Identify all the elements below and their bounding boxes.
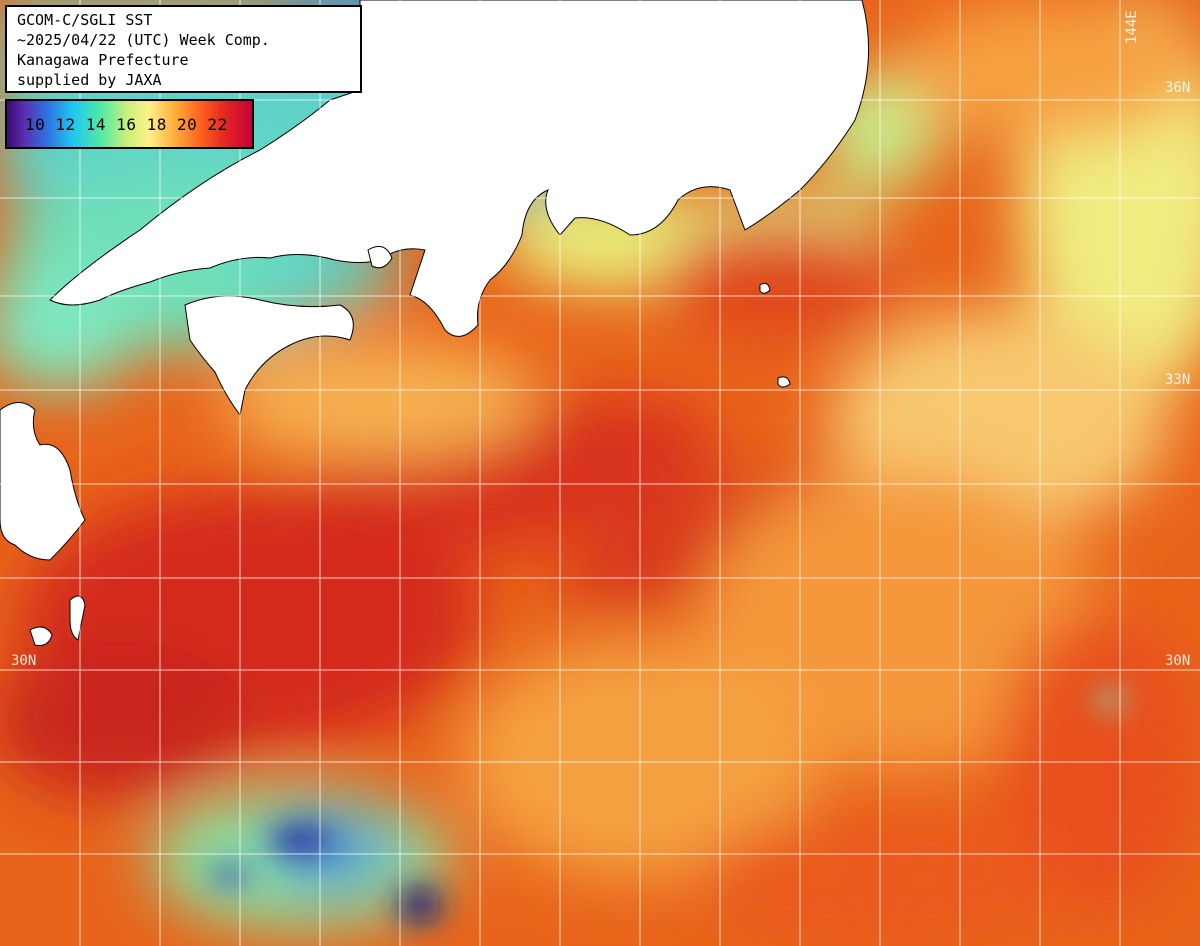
lon-label-144e: 144E (1124, 10, 1140, 44)
title-line-date: ~2025/04/22 (UTC) Week Comp. (17, 31, 270, 49)
title-line-credit: supplied by JAXA (17, 71, 162, 89)
honshu-land (49, 0, 870, 337)
lat-label-30n-left: 30N (11, 653, 37, 669)
miyake-island (777, 376, 791, 388)
map-title-box: GCOM-C/SGLI SST ~2025/04/22 (UTC) Week C… (5, 5, 362, 93)
lon-label-136e: 136E (484, 10, 500, 44)
color-scale-legend: 10 12 14 16 18 20 22 (5, 99, 254, 149)
lat-label-30n-right: 30N (1165, 653, 1191, 669)
yakushima-island (29, 626, 53, 646)
oshima-island (759, 282, 771, 294)
title-line-product: GCOM-C/SGLI SST (17, 11, 153, 29)
title-line-region: Kanagawa Prefecture (17, 51, 189, 69)
lat-label-36n: 36N (1165, 80, 1191, 96)
kyushu-land (0, 402, 86, 561)
tanegashima-island (69, 595, 86, 641)
lat-label-33n: 33N (1165, 372, 1191, 388)
legend-tick-labels: 10 12 14 16 18 20 22 (25, 115, 228, 134)
land (0, 0, 870, 646)
awaji-island (367, 245, 393, 269)
